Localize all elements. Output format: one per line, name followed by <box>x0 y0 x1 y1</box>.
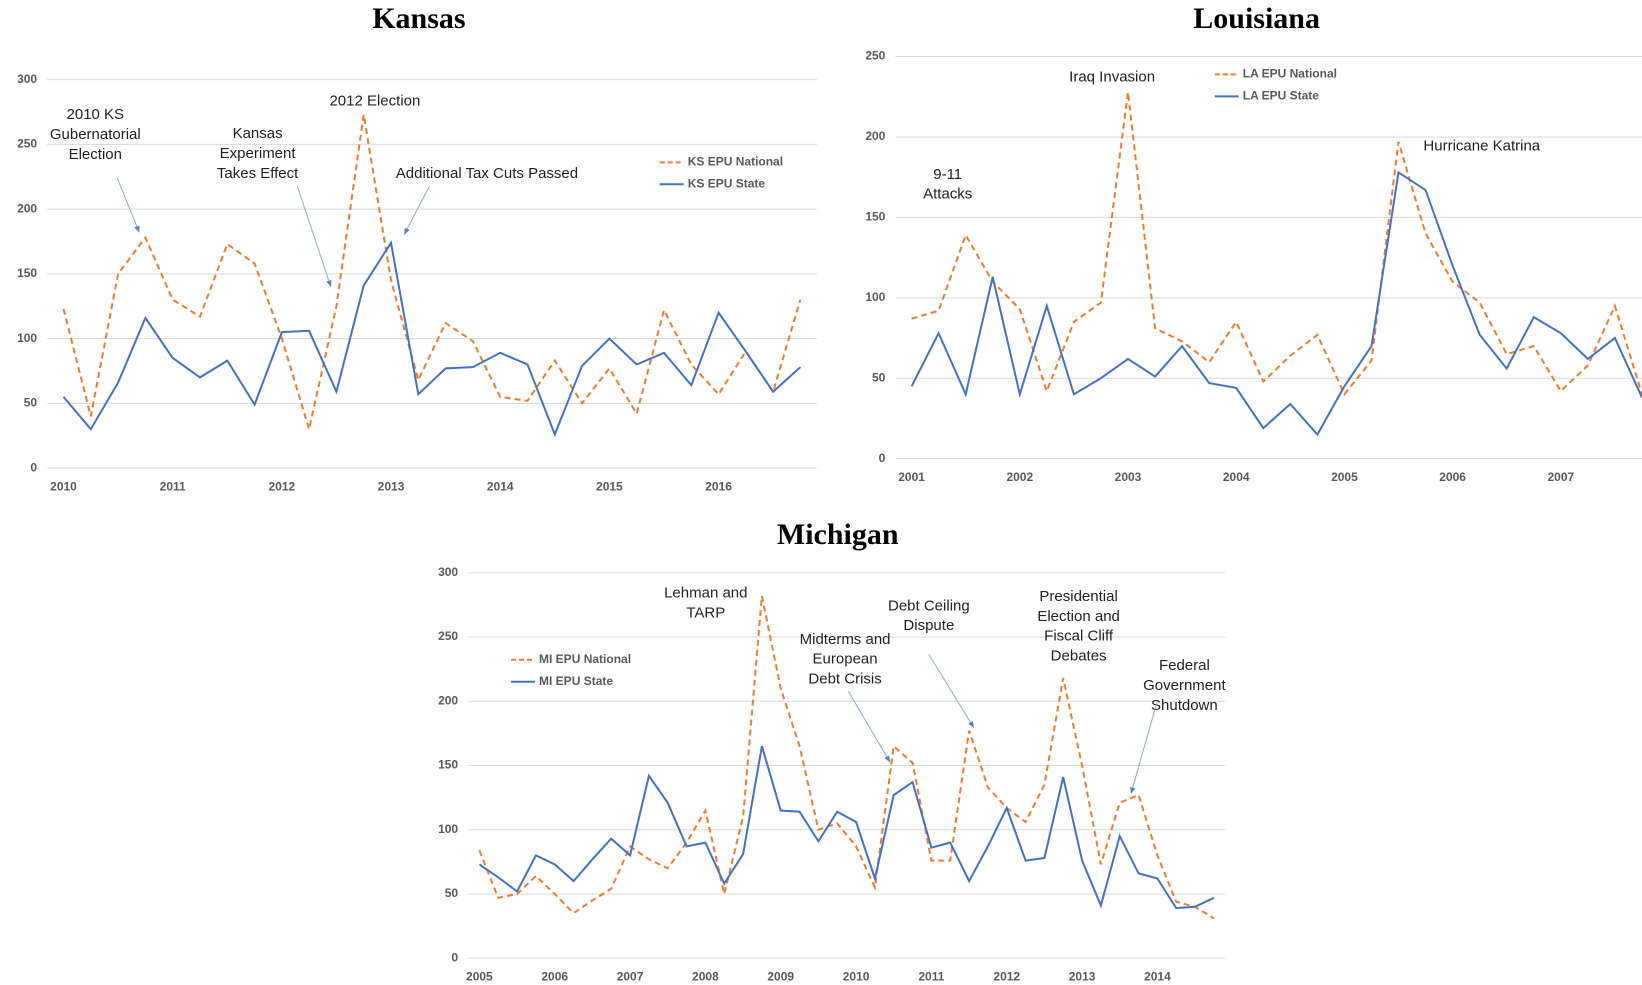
x-tick-label: 2014 <box>487 479 514 493</box>
annotation: Government <box>1143 677 1226 694</box>
annotation: Experiment <box>220 145 297 162</box>
x-tick-label: 2001 <box>898 470 925 484</box>
series-line <box>478 745 1215 910</box>
chart-title: Louisiana <box>1193 2 1320 35</box>
x-tick-label: 2011 <box>918 969 944 983</box>
x-tick-label: 2013 <box>378 479 405 493</box>
annotation: Gubernatorial <box>50 126 141 143</box>
arrow-line <box>1130 701 1158 794</box>
arrow-head <box>326 279 332 287</box>
annotation: Debt Crisis <box>808 671 881 688</box>
annotation: Presidential <box>1039 588 1117 605</box>
annotation: Shutdown <box>1151 697 1218 714</box>
y-tick-label: 300 <box>438 565 458 579</box>
legend-label: MI EPU National <box>539 652 631 666</box>
annotation: Debt Ceiling <box>888 597 970 614</box>
y-tick-label: 150 <box>865 210 885 224</box>
x-tick-label: 2008 <box>692 969 719 983</box>
chart-title: Kansas <box>372 2 465 35</box>
y-tick-label: 0 <box>879 451 886 465</box>
legend-label: MI EPU State <box>539 674 613 688</box>
x-tick-label: 2013 <box>1069 969 1096 983</box>
x-tick-label: 2006 <box>541 969 568 983</box>
arrow-head <box>134 225 140 233</box>
annotation: Hurricane Katrina <box>1423 138 1540 155</box>
annotation: European <box>813 651 878 668</box>
x-tick-label: 2003 <box>1115 470 1142 484</box>
y-tick-label: 150 <box>438 758 458 772</box>
x-tick-label: 2012 <box>993 969 1020 983</box>
x-tick-label: 2010 <box>843 969 870 983</box>
y-tick-label: 100 <box>438 822 458 836</box>
y-tick-label: 0 <box>30 460 37 474</box>
annotation: TARP <box>686 605 725 622</box>
x-tick-label: 2005 <box>1331 470 1358 484</box>
y-tick-label: 0 <box>451 950 458 964</box>
x-tick-label: 2009 <box>767 969 794 983</box>
arrow-head <box>968 720 974 728</box>
annotation: Fiscal Cliff <box>1044 628 1114 645</box>
legend-label: KS EPU National <box>688 154 783 168</box>
annotation: Additional Tax Cuts Passed <box>396 165 578 182</box>
annotation: 2010 KS <box>67 106 125 123</box>
y-tick-label: 50 <box>445 886 459 900</box>
y-tick-label: 100 <box>865 290 885 304</box>
x-tick-label: 2007 <box>617 969 644 983</box>
x-tick-label: 2007 <box>1547 470 1574 484</box>
series-line <box>62 240 802 438</box>
x-tick-label: 2004 <box>1223 470 1250 484</box>
annotation: Midterms and <box>800 631 891 648</box>
annotation: Election and <box>1037 608 1120 625</box>
x-tick-label: 2014 <box>1144 969 1171 983</box>
y-tick-label: 250 <box>17 137 37 151</box>
x-tick-label: 2002 <box>1006 470 1033 484</box>
y-tick-label: 200 <box>17 201 37 215</box>
annotation: Federal <box>1159 657 1210 674</box>
y-tick-label: 50 <box>24 396 38 410</box>
arrow-line <box>403 186 430 235</box>
x-tick-label: 2012 <box>268 479 295 493</box>
legend-label: LA EPU State <box>1243 89 1320 103</box>
y-tick-label: 250 <box>865 49 885 63</box>
y-tick-label: 300 <box>17 72 37 86</box>
annotation: Kansas <box>233 125 283 142</box>
x-tick-label: 2010 <box>50 479 77 493</box>
arrow-line <box>116 177 140 233</box>
annotation: Attacks <box>923 186 972 203</box>
y-tick-label: 200 <box>865 129 885 143</box>
arrow-head <box>1130 786 1136 794</box>
y-tick-label: 100 <box>17 331 37 345</box>
chart-title: Michigan <box>777 518 899 551</box>
y-tick-label: 50 <box>872 370 886 384</box>
arrow-head <box>884 755 891 763</box>
legend-label: LA EPU National <box>1243 67 1337 81</box>
annotation: 9-11 <box>933 166 962 183</box>
arrow-line <box>296 186 332 288</box>
x-tick-label: 2015 <box>596 479 623 493</box>
annotation: Takes Effect <box>217 165 299 182</box>
series-line <box>478 595 1215 920</box>
x-tick-label: 2006 <box>1439 470 1466 484</box>
annotation: Iraq Invasion <box>1069 68 1155 85</box>
annotation: Dispute <box>903 617 954 634</box>
x-tick-label: 2011 <box>160 479 186 493</box>
y-tick-label: 150 <box>17 266 37 280</box>
legend-label: KS EPU State <box>688 176 766 190</box>
arrow-line <box>928 654 975 729</box>
annotation: Election <box>69 146 122 163</box>
arrow-head <box>404 227 410 235</box>
y-tick-label: 200 <box>438 693 458 707</box>
y-tick-label: 250 <box>438 629 458 643</box>
annotation: Debates <box>1051 648 1107 665</box>
annotation: 2012 Election <box>329 93 420 110</box>
x-tick-label: 2005 <box>466 969 493 983</box>
arrow-line <box>847 690 891 763</box>
series-line <box>62 114 802 434</box>
annotation: Lehman and <box>664 585 747 602</box>
x-tick-label: 2016 <box>705 479 732 493</box>
series-line <box>910 170 1642 437</box>
